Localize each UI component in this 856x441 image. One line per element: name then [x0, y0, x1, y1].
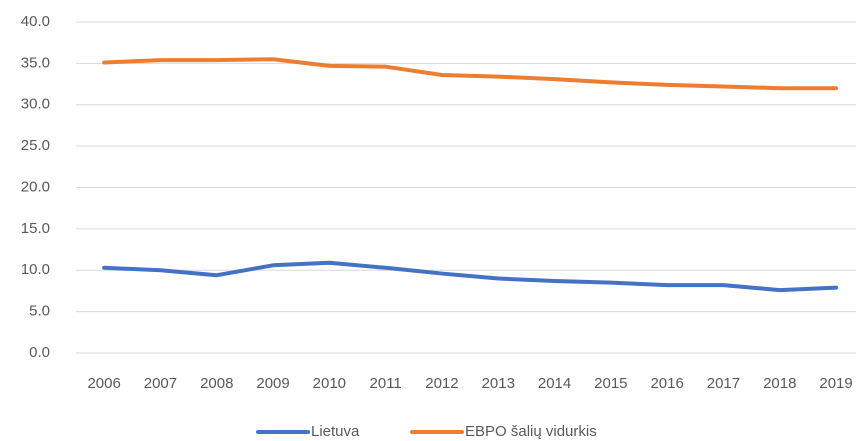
- x-tick-label: 2013: [482, 375, 515, 392]
- x-tick-label: 2009: [256, 375, 289, 392]
- x-tick-label: 2014: [538, 375, 571, 392]
- x-tick-label: 2007: [144, 375, 177, 392]
- x-tick-label: 2006: [87, 375, 120, 392]
- x-tick-label: 2008: [200, 375, 233, 392]
- y-tick-label: 5.0: [29, 303, 50, 320]
- series-line: [102, 260, 839, 293]
- legend-label: Lietuva: [311, 423, 360, 440]
- y-tick-label: 15.0: [21, 220, 50, 237]
- x-tick-label: 2017: [707, 375, 740, 392]
- y-tick-label: 35.0: [21, 54, 50, 71]
- x-tick-label: 2015: [594, 375, 627, 392]
- x-tick-label: 2018: [763, 375, 796, 392]
- y-tick-label: 40.0: [21, 13, 50, 30]
- x-tick-label: 2011: [370, 375, 402, 392]
- x-tick-label: 2010: [313, 375, 346, 392]
- series-line: [102, 57, 839, 91]
- x-tick-label: 2012: [425, 375, 458, 392]
- x-tick-label: 2019: [819, 375, 852, 392]
- y-tick-label: 0.0: [29, 344, 50, 361]
- x-tick-label: 2016: [650, 375, 683, 392]
- y-tick-label: 10.0: [21, 261, 50, 278]
- y-tick-label: 25.0: [21, 137, 50, 154]
- y-tick-label: 20.0: [21, 178, 50, 195]
- y-tick-label: 30.0: [21, 96, 50, 113]
- legend-label: EBPO šalių vidurkis: [465, 423, 597, 440]
